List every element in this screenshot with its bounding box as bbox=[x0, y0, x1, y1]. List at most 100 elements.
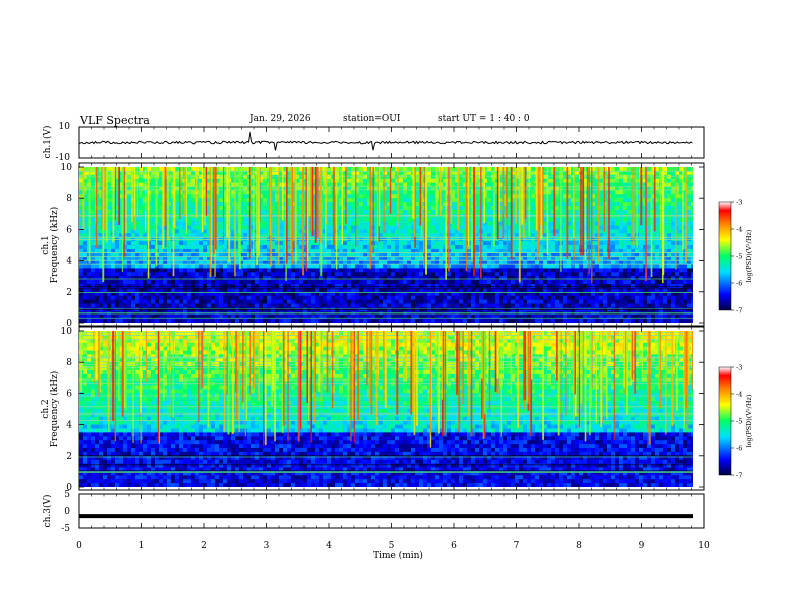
ch1-cell bbox=[175, 315, 180, 320]
ch1-cell bbox=[507, 190, 512, 195]
ch1-cell bbox=[295, 248, 300, 254]
ch1-cell bbox=[127, 194, 132, 199]
ch1-cell bbox=[107, 315, 112, 320]
ch1-cell bbox=[387, 276, 392, 281]
ch1-cell bbox=[287, 315, 292, 320]
ch1-cell bbox=[359, 174, 364, 180]
ch1-cell bbox=[571, 319, 576, 323]
ch1-cell bbox=[355, 268, 360, 273]
ch1-cell bbox=[283, 221, 288, 226]
ch1-cell bbox=[391, 202, 396, 207]
ch1-cell bbox=[167, 276, 172, 281]
ch1-cell bbox=[431, 264, 436, 269]
ch1-cell bbox=[343, 284, 348, 289]
ch1-cell bbox=[551, 194, 556, 199]
ch1-cell bbox=[531, 233, 536, 238]
ch1-cell bbox=[187, 167, 192, 172]
ch1-cell bbox=[303, 295, 308, 301]
ch1-cell bbox=[83, 241, 88, 246]
ch1-cell bbox=[535, 299, 540, 304]
ch1-cell bbox=[107, 256, 112, 262]
ch1-cell bbox=[507, 206, 512, 211]
ch1-cell bbox=[399, 276, 404, 281]
ch1-cell bbox=[415, 252, 420, 258]
ch1-cell bbox=[267, 264, 272, 269]
ch1-cell bbox=[567, 276, 572, 281]
ch1-cell bbox=[283, 206, 288, 211]
ch1-cell bbox=[215, 280, 220, 285]
ch1-cell bbox=[399, 299, 404, 304]
ch1-cell bbox=[91, 209, 96, 215]
ch1-cell bbox=[475, 284, 480, 289]
ch1-cell bbox=[395, 284, 400, 289]
ch1-cell bbox=[503, 315, 508, 320]
ch1-cell bbox=[275, 268, 280, 273]
ch1-cell bbox=[507, 319, 512, 323]
ch1-cell bbox=[183, 264, 188, 269]
ch1-cell bbox=[311, 241, 316, 246]
ch1-cell bbox=[403, 264, 408, 269]
ch1-cell bbox=[155, 315, 160, 320]
ch1-cell bbox=[367, 182, 372, 187]
ch1-cell bbox=[107, 174, 112, 180]
ch1-cell bbox=[347, 264, 352, 269]
ch1-cell bbox=[231, 209, 236, 215]
ch1-cell bbox=[447, 315, 452, 320]
ch1-cell bbox=[451, 256, 456, 262]
ch1-cell bbox=[463, 233, 468, 238]
ch1-cell bbox=[431, 198, 436, 203]
ch1-cell bbox=[191, 217, 196, 223]
ch1-cell bbox=[555, 170, 560, 176]
ch1-cell bbox=[327, 206, 332, 211]
ch1-cell bbox=[103, 311, 108, 316]
ch1-cell bbox=[167, 178, 172, 184]
ch1-cell bbox=[135, 256, 140, 262]
ch1-cell bbox=[331, 256, 336, 262]
ch1-cell bbox=[439, 299, 444, 304]
ch1-cell bbox=[359, 276, 364, 281]
ch1-cell bbox=[459, 299, 464, 304]
ch1-cell bbox=[143, 252, 148, 258]
ch1-cell bbox=[167, 167, 172, 172]
ch1-cell bbox=[151, 284, 156, 289]
ch1-cell bbox=[275, 182, 280, 187]
ch1-cell bbox=[179, 272, 184, 277]
ch1-cell bbox=[351, 233, 356, 238]
ch1-cell bbox=[499, 319, 504, 323]
ch1-cell bbox=[159, 209, 164, 215]
ch1-cell bbox=[167, 194, 172, 199]
ch1-cell bbox=[203, 233, 208, 238]
ch1-cell bbox=[207, 167, 212, 172]
ch1-cell bbox=[115, 190, 120, 195]
ch1-cell bbox=[455, 241, 460, 246]
ch1-cell bbox=[487, 256, 492, 262]
ch1-cell bbox=[279, 182, 284, 187]
ch1-cell bbox=[159, 272, 164, 277]
ch1-cell bbox=[351, 206, 356, 211]
ch1-cell bbox=[203, 291, 208, 297]
ch1-cell bbox=[491, 190, 496, 195]
ch1-cell bbox=[519, 252, 524, 258]
ch1-cell bbox=[567, 291, 572, 297]
ch1-cell bbox=[287, 245, 292, 250]
ch1-cell bbox=[207, 280, 212, 285]
ch1-cell bbox=[407, 295, 412, 301]
ch1-cell bbox=[419, 311, 424, 316]
ch1-cell bbox=[551, 311, 556, 316]
ch1-cell bbox=[543, 276, 548, 281]
ch1-cell bbox=[475, 287, 480, 293]
ch1-cell bbox=[347, 225, 352, 230]
ch1-cell bbox=[295, 319, 300, 323]
ch1-cell bbox=[511, 233, 516, 238]
ch1-cell bbox=[551, 241, 556, 246]
ch1-cell bbox=[555, 182, 560, 187]
ch1-cell bbox=[195, 284, 200, 289]
ch1-cell bbox=[387, 221, 392, 226]
ch1-cell bbox=[223, 194, 228, 199]
ch1-cell bbox=[91, 264, 96, 269]
ch1-cell bbox=[295, 229, 300, 234]
ch1-cell bbox=[487, 182, 492, 187]
ch1-cell bbox=[519, 291, 524, 297]
ch1-cell bbox=[227, 287, 232, 293]
ch1-cell bbox=[551, 221, 556, 226]
